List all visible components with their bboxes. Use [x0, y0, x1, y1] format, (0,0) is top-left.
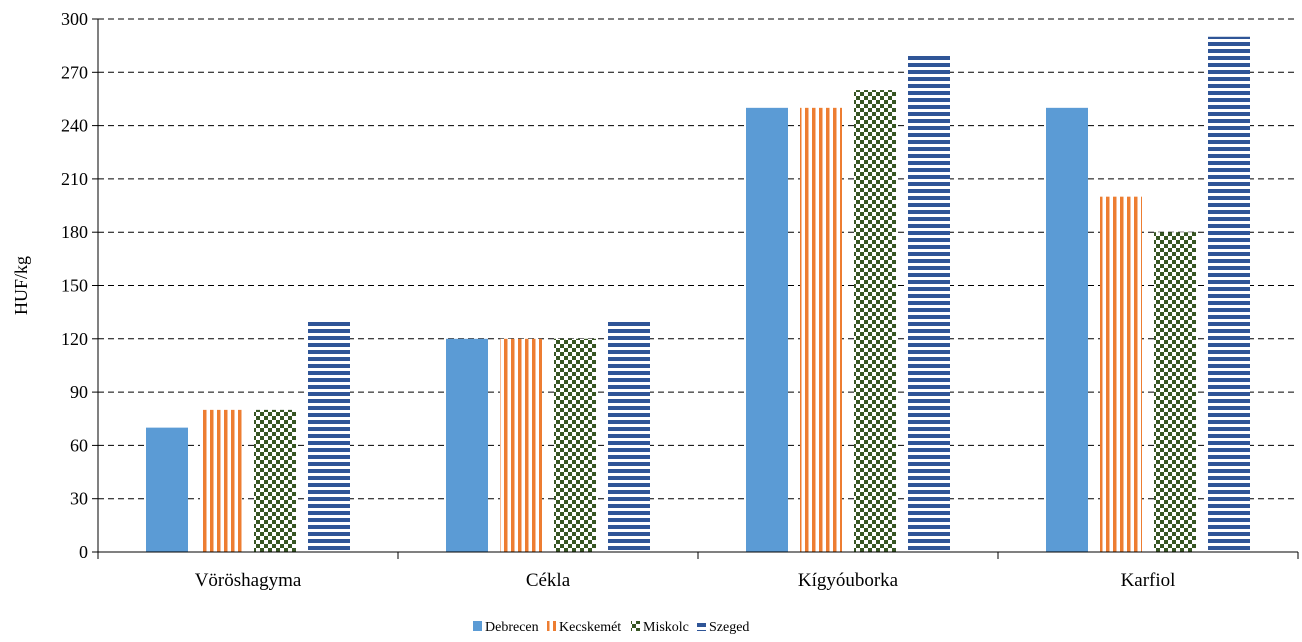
x-category-label: Cékla: [526, 570, 571, 591]
bar-kecskemét-0: [200, 409, 242, 552]
x-category-label: Karfiol: [1121, 570, 1176, 591]
bar-szeged-3: [1208, 36, 1250, 553]
labels: 0 30 60 90 120 150 180 210 240 270 300 Vöröshagyma C…: [11, 9, 1175, 591]
y-tick-label: 210: [61, 169, 88, 189]
bar-debrecen-1: [446, 338, 488, 552]
legend-swatch: [473, 621, 482, 631]
legend-swatch: [697, 621, 706, 631]
y-tick-label: 270: [61, 62, 88, 82]
bars: [146, 36, 1250, 553]
bar-debrecen-2: [746, 107, 788, 552]
legend: Debrecen Kecskemét Miskolc Szeged: [473, 620, 749, 635]
legend-label: Debrecen: [485, 620, 539, 635]
y-tick-label: 0: [79, 542, 88, 562]
legend-item-szeged: Szeged: [697, 620, 749, 635]
legend-swatch: [547, 621, 556, 631]
legend-item-debrecen: Debrecen: [473, 620, 539, 635]
y-tick-label: 240: [61, 116, 88, 136]
bar-kecskemét-1: [500, 338, 542, 552]
bar-szeged-2: [908, 54, 950, 553]
y-tick-label: 150: [61, 276, 88, 296]
legend-label: Miskolc: [643, 620, 689, 635]
y-tick-label: 180: [61, 222, 88, 242]
bar-miskolc-3: [1154, 232, 1196, 552]
legend-label: Kecskemét: [559, 620, 621, 635]
x-category-label: Vöröshagyma: [195, 570, 302, 591]
bar-kecskemét-2: [800, 107, 842, 552]
legend-label: Szeged: [709, 620, 749, 635]
legend-item-miskolc: Miskolc: [631, 620, 689, 635]
bar-miskolc-1: [554, 338, 596, 552]
y-tick-label: 300: [61, 9, 88, 29]
bar-kecskemét-3: [1100, 196, 1142, 552]
bar-szeged-1: [608, 321, 650, 552]
bar-debrecen-3: [1046, 107, 1088, 552]
y-axis-title: HUF/kg: [11, 256, 31, 315]
bar-szeged-0: [308, 321, 350, 552]
gridlines: [98, 18, 1298, 500]
bar-debrecen-0: [146, 427, 188, 552]
legend-item-kecskemét: Kecskemét: [547, 620, 621, 635]
x-category-label: Kígyóuborka: [798, 570, 899, 591]
legend-swatch: [631, 621, 640, 631]
y-tick-label: 60: [70, 435, 88, 455]
y-tick-label: 90: [70, 382, 88, 402]
bar-miskolc-2: [854, 90, 896, 553]
y-tick-label: 120: [61, 329, 88, 349]
bar-miskolc-0: [254, 409, 296, 552]
y-tick-label: 30: [70, 489, 88, 509]
axes: [92, 18, 1299, 559]
